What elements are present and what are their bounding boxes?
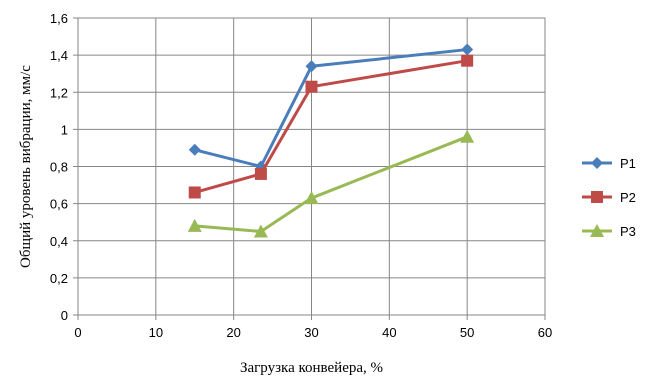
- x-tick-label: 10: [149, 325, 163, 340]
- data-point-p2: [254, 167, 267, 180]
- series-line-p2: [194, 59, 468, 194]
- data-point-p1: [188, 143, 201, 156]
- x-axis-title: Загрузка конвейера, %: [240, 360, 383, 376]
- x-tick-label: 60: [538, 325, 552, 340]
- y-tick-label: 1,6: [50, 11, 68, 26]
- legend-label-p1: P1: [620, 156, 636, 171]
- y-tick-label: 1: [61, 122, 68, 137]
- x-tick-label: 0: [74, 325, 81, 340]
- legend: P1 P2 P3: [582, 156, 636, 239]
- y-tick-label: 1,4: [50, 48, 68, 63]
- data-point-p3: [187, 218, 202, 232]
- data-point-p1: [305, 60, 318, 73]
- legend-marker-p2: [591, 191, 603, 203]
- legend-label-p3: P3: [620, 224, 636, 239]
- x-axis-ticks: 0 10 20 30 40 50 60: [74, 325, 552, 340]
- data-point-p3: [304, 191, 319, 205]
- legend-marker-p3: [590, 224, 604, 237]
- y-tick-label: 0,2: [50, 271, 68, 286]
- data-point-p1: [461, 43, 474, 56]
- legend-label-p2: P2: [620, 190, 636, 205]
- data-point-p3: [253, 224, 268, 238]
- series-line-p1: [194, 48, 468, 168]
- y-tick-label: 1,2: [50, 85, 68, 100]
- series-line-p3: [194, 135, 468, 233]
- x-tick-label: 20: [226, 325, 240, 340]
- y-axis-title: Общий уровень вибрации, мм/с: [18, 65, 34, 268]
- x-tick-label: 50: [460, 325, 474, 340]
- data-point-p2: [461, 54, 474, 67]
- plot-area: [77, 17, 546, 316]
- y-axis-ticks: 0 0,2 0,4 0,6 0,8 1 1,2 1,4 1,6: [50, 11, 68, 323]
- y-tick-label: 0,6: [50, 197, 68, 212]
- data-point-p2: [188, 186, 201, 199]
- series-layer: [187, 43, 475, 238]
- y-tick-label: 0,8: [50, 160, 68, 175]
- y-tick-label: 0,4: [50, 234, 68, 249]
- data-point-p2: [305, 80, 318, 93]
- x-tick-label: 30: [304, 325, 318, 340]
- x-tick-label: 40: [382, 325, 396, 340]
- legend-marker-p1: [591, 157, 603, 169]
- y-tick-label: 0: [61, 308, 68, 323]
- data-point-p3: [460, 129, 475, 143]
